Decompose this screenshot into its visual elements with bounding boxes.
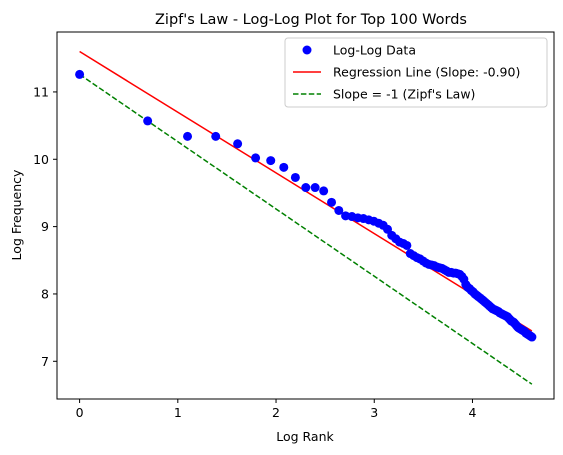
chart-title: Zipf's Law - Log-Log Plot for Top 100 Wo… [155, 12, 467, 28]
y-tick-label: 7 [41, 354, 49, 369]
data-point [527, 332, 537, 342]
data-point [266, 156, 276, 166]
x-axis-label: Log Rank [276, 429, 334, 444]
y-axis-label: Log Frequency [9, 169, 24, 260]
x-tick-label: 3 [370, 405, 378, 420]
data-point [233, 139, 243, 149]
x-axis-ticks: 0 1 2 3 4 [76, 399, 476, 420]
data-point [334, 205, 344, 215]
y-tick-label: 8 [41, 286, 49, 301]
y-axis-ticks: 7 8 9 10 11 [33, 84, 57, 369]
data-point [279, 162, 289, 172]
data-point [327, 197, 337, 207]
points-layer [75, 69, 537, 342]
y-tick-label: 11 [33, 84, 49, 99]
x-tick-label: 4 [468, 405, 476, 420]
data-point [211, 131, 221, 141]
data-point [143, 116, 153, 126]
data-point [301, 183, 311, 193]
legend-box [284, 37, 548, 108]
legend: Log-Log Data Regression Line (Slope: -0.… [284, 37, 548, 108]
y-tick-label: 9 [41, 219, 49, 234]
zipf-reference-line [79, 73, 533, 385]
x-tick-label: 0 [76, 405, 84, 420]
data-point [75, 69, 85, 79]
data-point [183, 131, 193, 141]
x-tick-label: 1 [174, 405, 182, 420]
data-point [290, 172, 300, 182]
y-tick-label: 10 [33, 152, 49, 167]
data-point [319, 186, 329, 196]
legend-marker-scatter [302, 45, 312, 55]
legend-label-regression: Regression Line (Slope: -0.90) [333, 65, 520, 80]
x-tick-label: 2 [272, 405, 280, 420]
data-point [402, 240, 412, 250]
data-point [310, 183, 320, 193]
plot-frame [56, 31, 555, 400]
legend-label-zipf: Slope = -1 (Zipf's Law) [333, 87, 475, 102]
legend-label-scatter: Log-Log Data [333, 43, 416, 58]
data-point [251, 153, 261, 163]
